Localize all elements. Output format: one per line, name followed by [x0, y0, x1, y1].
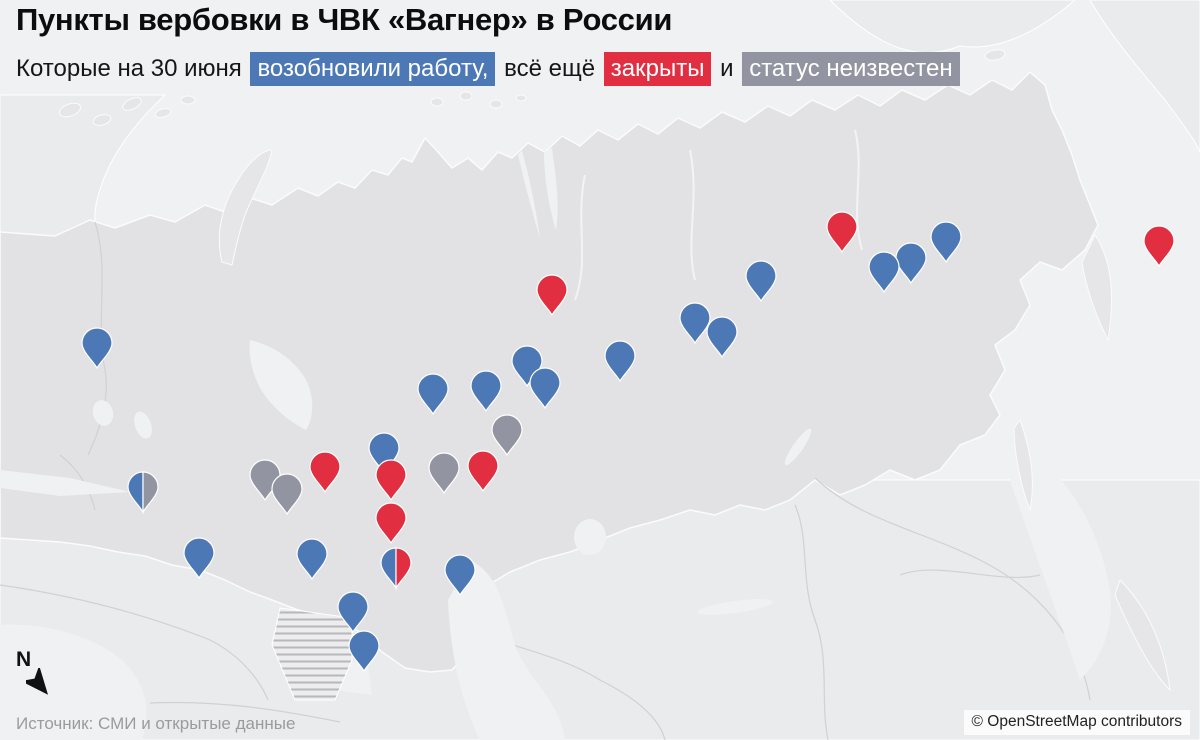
- map-pin-open: [297, 539, 327, 579]
- map-pin-open: [82, 328, 112, 368]
- map-pin-open: [707, 317, 737, 357]
- source-note: Источник: СМИ и открытые данные: [16, 714, 296, 733]
- osm-attribution: © OpenStreetMap contributors: [963, 710, 1190, 735]
- map-pin-closed: [376, 460, 406, 500]
- legend-open-highlight: возобновили работу,: [250, 51, 496, 86]
- map-pin-closed: [537, 275, 567, 315]
- subtitle-mid2: и: [720, 54, 734, 82]
- compass: N: [14, 648, 60, 702]
- map-pin-open-unknown: [128, 472, 158, 512]
- map-pin-open: [869, 252, 899, 292]
- map-pin-open: [680, 303, 710, 343]
- subtitle-legend: Которые на 30 июня возобновили работу, в…: [16, 51, 962, 86]
- map-pin-open: [369, 433, 399, 473]
- map-pin-unknown: [272, 474, 302, 514]
- country-borders: [0, 221, 1091, 740]
- seas-and-lakes: [0, 148, 1200, 740]
- islands: [58, 49, 1171, 692]
- map-pin-open: [445, 555, 475, 595]
- map-pin-open: [746, 261, 776, 301]
- map-pin-unknown: [492, 415, 522, 455]
- map-pin-open: [931, 222, 961, 262]
- map-pin-open: [605, 341, 635, 381]
- north-arrow-icon: [26, 668, 48, 695]
- subtitle-mid1: всё ещё: [504, 54, 596, 82]
- map-pin-closed: [310, 452, 340, 492]
- map-pin-open: [349, 631, 379, 671]
- map-pin-open: [418, 374, 448, 414]
- subtitle-prefix: Которые на 30 июня: [16, 54, 242, 82]
- map-pin-open: [530, 368, 560, 408]
- map-pin-open: [338, 592, 368, 632]
- page-title: Пункты вербовки в ЧВК «Вагнер» в России: [16, 2, 673, 37]
- map-pin-closed: [827, 212, 857, 252]
- map-pin-open: [471, 371, 501, 411]
- legend-closed-highlight: закрыты: [603, 51, 712, 86]
- map-pin-closed: [1144, 226, 1174, 266]
- legend-unknown-highlight: статус неизвестен: [742, 51, 960, 86]
- map-pin-unknown: [429, 453, 459, 493]
- marker-layer: [82, 212, 1174, 671]
- map-pin-open: [184, 538, 214, 578]
- rivers: [574, 129, 863, 301]
- map-pin-closed: [376, 503, 406, 543]
- header: Пункты вербовки в ЧВК «Вагнер» в России …: [16, 2, 962, 86]
- compass-label: N: [16, 648, 32, 671]
- map-pin-open-closed: [381, 548, 411, 588]
- map-pin-closed: [468, 451, 498, 491]
